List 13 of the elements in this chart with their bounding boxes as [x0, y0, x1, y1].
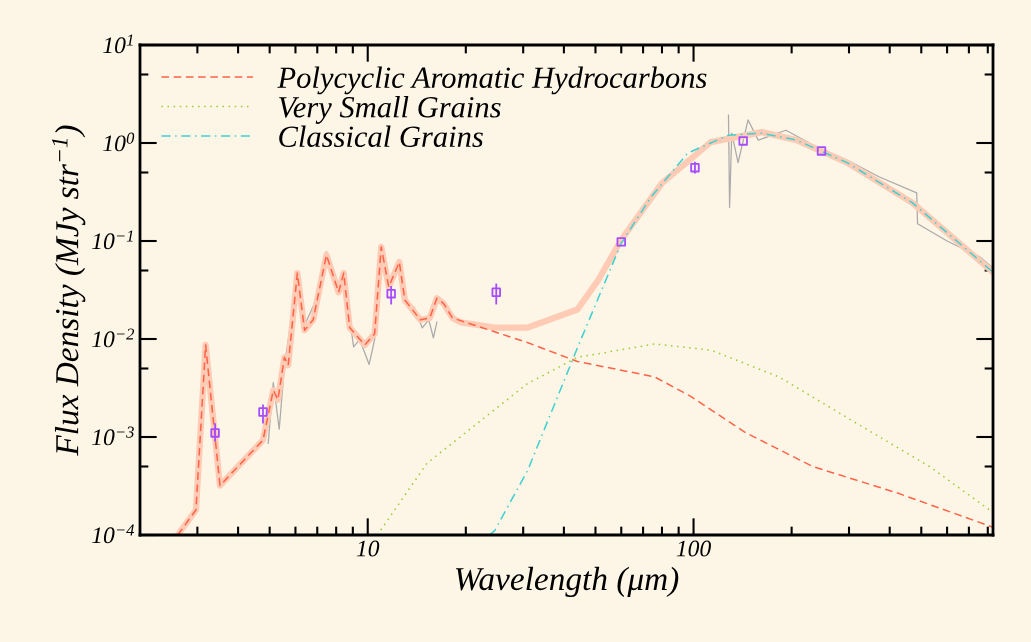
legend-label: Very Small Grains	[279, 96, 501, 124]
x-axis-title: Wavelength (μm)	[455, 566, 679, 598]
y-axis-title: Flux Density (MJy str$^{−1}$)	[52, 125, 86, 456]
x-tick-label: 10	[356, 540, 380, 557]
y-tick-label: 10$^{−4}$	[92, 524, 135, 544]
x-tick-label: 100	[676, 540, 711, 557]
legend-label: Classical Grains	[279, 125, 483, 148]
y-tick-label: 10$^{−1}$	[92, 230, 133, 250]
legend-label: Polycyclic Aromatic Hydrocarbons	[277, 66, 707, 95]
y-tick-label: 10$^{−2}$	[92, 328, 135, 348]
y-tick-label: 10$^{1}$	[103, 34, 133, 54]
y-tick-label: 10$^{0}$	[103, 132, 135, 152]
y-tick-label: 10$^{−3}$	[92, 426, 134, 446]
